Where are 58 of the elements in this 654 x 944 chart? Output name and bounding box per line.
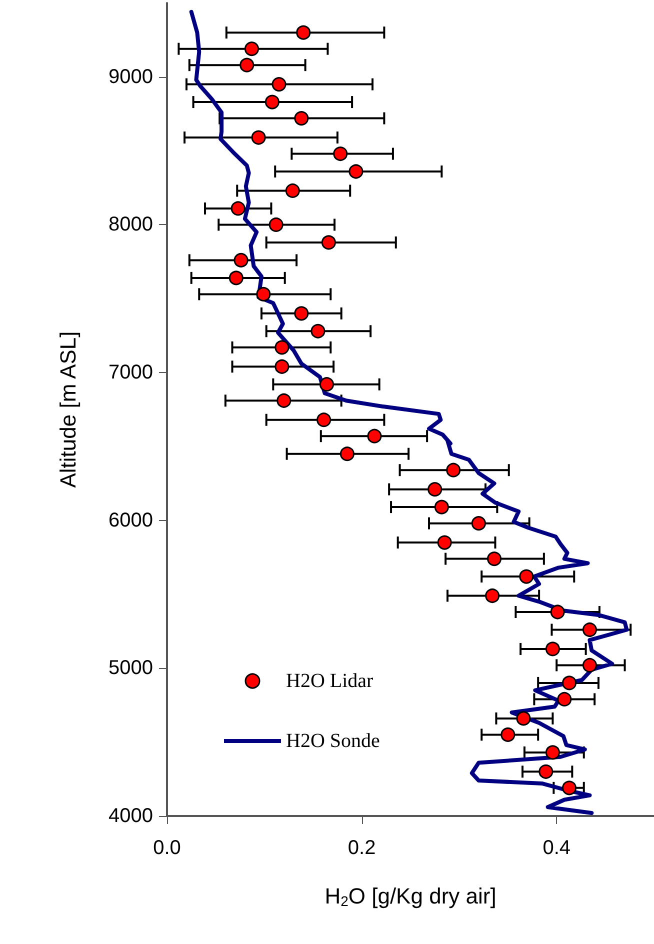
- point: [538, 764, 554, 779]
- point: [321, 235, 336, 250]
- point: [446, 462, 461, 478]
- y-tick-label: 5000: [108, 657, 153, 680]
- point: [333, 146, 348, 162]
- y-tick-label: 4000: [108, 805, 153, 827]
- point: [557, 692, 572, 706]
- point: [274, 359, 290, 374]
- point: [240, 58, 254, 72]
- point: [367, 428, 382, 444]
- point: [276, 393, 292, 408]
- legend-label: H2O Lidar: [286, 670, 374, 692]
- point: [487, 552, 502, 566]
- y-tick-label: 6000: [108, 509, 153, 532]
- point: [296, 25, 311, 40]
- point: [244, 42, 259, 56]
- point: [500, 727, 516, 742]
- x-axis-title: H2O [g/Kg dry air]: [324, 884, 496, 909]
- point: [268, 217, 284, 232]
- point: [437, 535, 452, 550]
- point: [264, 94, 280, 110]
- point: [562, 780, 577, 796]
- point: [434, 500, 449, 514]
- point: [274, 340, 290, 355]
- point: [550, 604, 565, 620]
- point: [348, 164, 364, 179]
- point: [562, 676, 577, 690]
- point: [428, 482, 442, 497]
- y-tick-label: 7000: [108, 362, 153, 384]
- point: [340, 446, 354, 462]
- x-tick-label: 0.2: [348, 837, 376, 859]
- legend-label: H2O Sonde: [286, 730, 380, 752]
- point: [256, 286, 271, 302]
- point: [471, 516, 486, 531]
- point: [582, 622, 597, 637]
- line-series: [189, 10, 629, 816]
- point: [310, 324, 326, 338]
- point: [251, 130, 266, 145]
- y-tick-label: 9000: [108, 66, 153, 88]
- point: [294, 306, 309, 321]
- point: [234, 252, 248, 268]
- point: [485, 588, 500, 603]
- point: [519, 569, 534, 584]
- point: [294, 111, 309, 126]
- point: [316, 412, 332, 428]
- point: [230, 201, 246, 216]
- x-tick-label: 0.0: [153, 837, 181, 859]
- point: [285, 183, 300, 198]
- point: [228, 270, 244, 286]
- x-tick-label: 0.4: [542, 837, 571, 859]
- point: [272, 77, 286, 92]
- y-axis-title: Altitude [m ASL]: [56, 331, 80, 488]
- y-tick-label: 8000: [108, 214, 153, 236]
- point: [582, 658, 597, 672]
- point: [545, 745, 560, 760]
- point: [320, 377, 334, 392]
- point: [545, 642, 560, 656]
- point: [516, 711, 531, 726]
